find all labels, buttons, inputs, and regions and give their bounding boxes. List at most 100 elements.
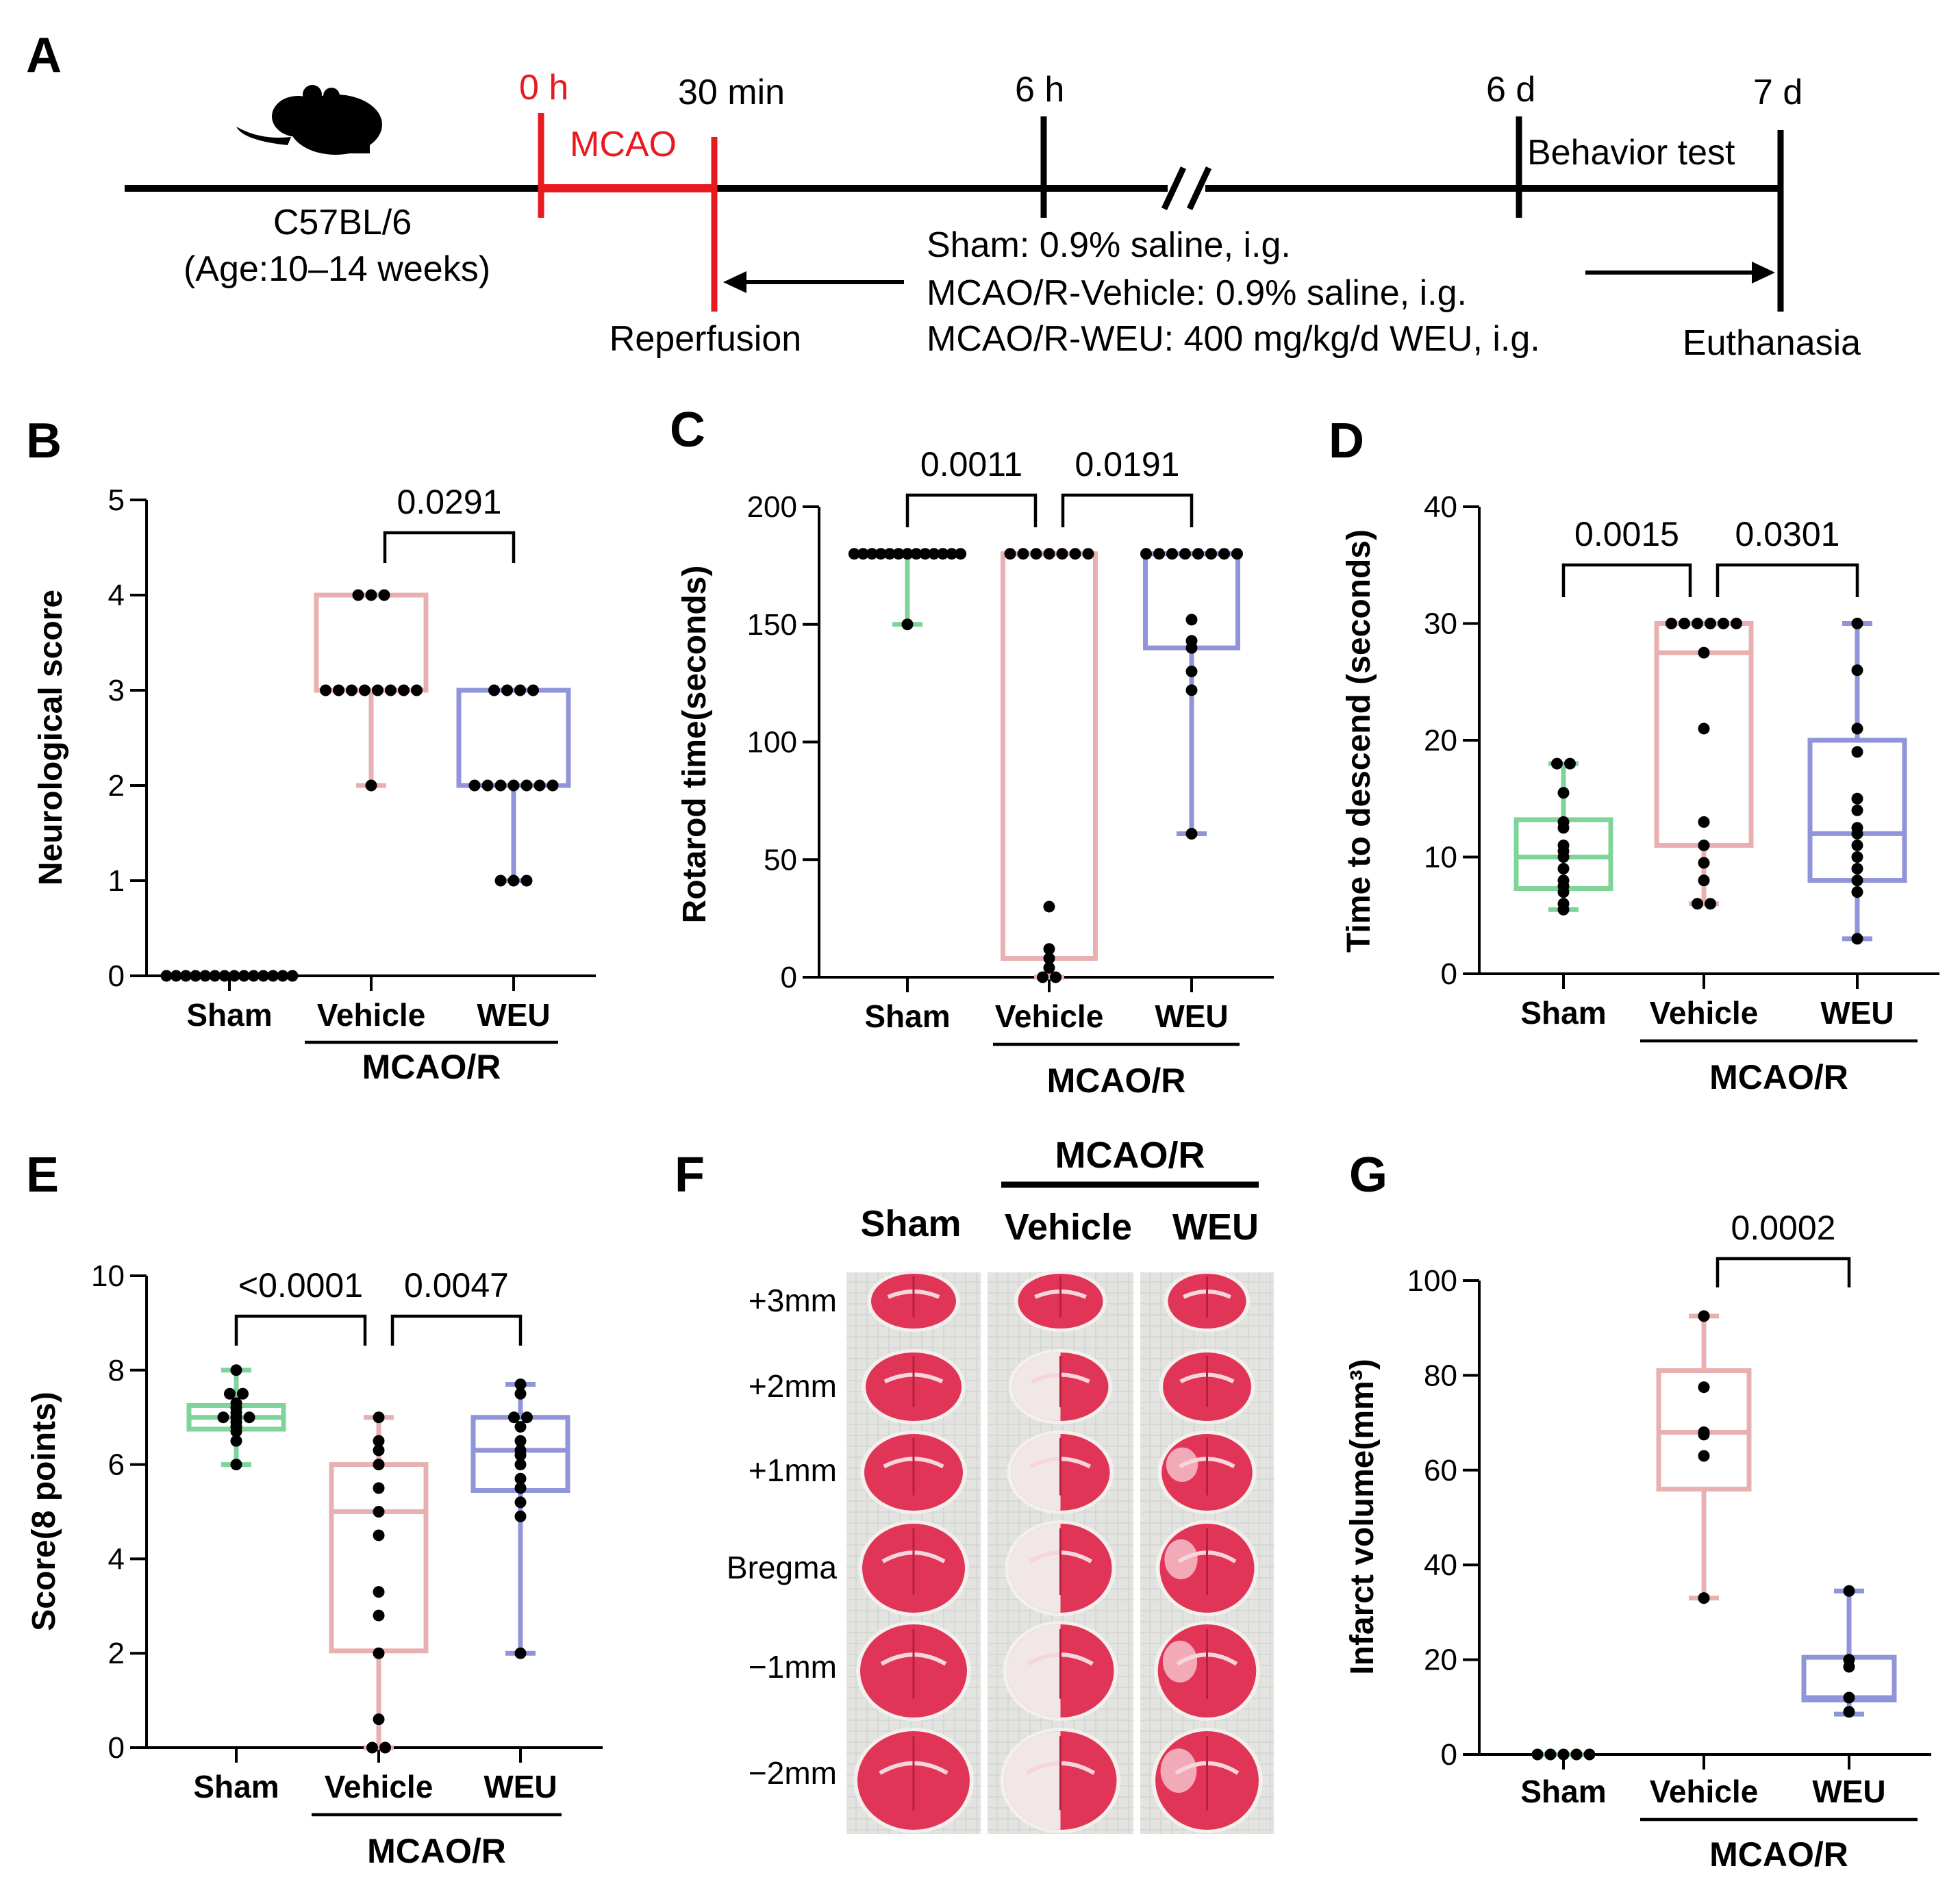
data-point	[199, 970, 212, 982]
data-point	[373, 1411, 385, 1424]
box-vehicle	[1656, 1313, 1752, 1601]
data-point	[1557, 903, 1570, 916]
brain-slice	[1151, 1728, 1263, 1833]
time-6d-label: 6 d	[1486, 70, 1535, 110]
data-point	[1851, 804, 1863, 816]
data-point	[365, 589, 377, 601]
data-point	[857, 548, 869, 560]
y-axis-label: Time to descend (seconds)	[1341, 529, 1377, 953]
data-point	[883, 548, 896, 560]
data-point	[1851, 664, 1863, 677]
data-point	[277, 970, 289, 982]
data-point	[501, 684, 513, 696]
data-point	[333, 684, 344, 696]
data-point	[514, 1647, 527, 1659]
time-0h-label: 0 h	[519, 68, 568, 108]
data-point	[373, 1586, 385, 1598]
time-6h-label: 6 h	[1015, 70, 1064, 110]
data-point	[1843, 1691, 1855, 1704]
group-label: MCAO/R	[362, 1048, 501, 1086]
data-point	[1179, 548, 1191, 560]
brain-slice	[856, 1621, 971, 1721]
data-point	[373, 1529, 385, 1541]
data-point	[1851, 839, 1863, 851]
box-iqr	[1143, 551, 1240, 651]
data-point	[1851, 722, 1863, 735]
ttc-slice-grid	[846, 1270, 1274, 1834]
data-point	[955, 548, 967, 560]
panel-letter-d: D	[1329, 414, 1364, 468]
data-point	[243, 1411, 255, 1424]
panel-letter-e: E	[26, 1148, 59, 1203]
data-point	[1692, 898, 1703, 910]
f-group-label: MCAO/R	[1055, 1135, 1205, 1176]
data-point	[910, 548, 922, 560]
group-label: MCAO/R	[1047, 1061, 1186, 1100]
y-tick-label: 20	[1424, 1644, 1457, 1677]
data-point	[514, 1472, 527, 1485]
y-tick-label: 50	[764, 843, 797, 877]
data-point	[247, 970, 260, 982]
data-point	[508, 1411, 520, 1424]
mcao-label: MCAO	[570, 125, 677, 164]
brain-slice	[1155, 1520, 1259, 1616]
data-point	[468, 779, 481, 792]
data-point	[1030, 548, 1042, 560]
data-point	[1185, 827, 1198, 840]
slice-infarct	[1011, 1434, 1061, 1511]
data-point	[286, 970, 299, 982]
data-point	[1004, 548, 1016, 560]
panel-letter-b: B	[26, 414, 62, 468]
regimen-sham: Sham: 0.9% saline, i.g.	[927, 225, 1291, 265]
data-point	[848, 548, 860, 560]
data-point	[1570, 1748, 1583, 1761]
data-point	[1551, 757, 1563, 770]
data-point	[514, 1459, 527, 1471]
chart-b-neurological-score: 0 1 2 3 4 5 Sham Vehicle WEU MCAO/R Neurological s…	[33, 483, 596, 1086]
y-tick-label: 6	[108, 1448, 125, 1482]
data-point	[1851, 851, 1863, 863]
data-point	[267, 970, 279, 982]
data-point	[1564, 757, 1576, 770]
reperfusion-label: Reperfusion	[610, 319, 801, 359]
data-point	[378, 589, 390, 601]
time-30min-label: 30 min	[678, 73, 785, 112]
data-point	[379, 1741, 391, 1754]
chart-e-score-8-points: 0 2 4 6 8 10 Sham Vehicle WEU MCAO/R Score(8 point…	[26, 1259, 603, 1870]
data-point	[1698, 1592, 1710, 1604]
data-point	[372, 684, 384, 696]
data-point	[365, 779, 377, 792]
behavior-test-label: Behavior test	[1527, 133, 1735, 173]
x-category-label: WEU	[477, 997, 550, 1033]
y-tick-label: 4	[108, 579, 125, 612]
data-point	[514, 1420, 527, 1433]
x-category-label: WEU	[1820, 995, 1894, 1031]
data-point	[866, 548, 878, 560]
y-axis-label: Neurological score	[33, 590, 69, 885]
significance-bracket	[1716, 1257, 1851, 1287]
data-point	[373, 1609, 385, 1622]
data-point	[209, 970, 221, 982]
data-point	[411, 684, 423, 696]
y-tick-label: 40	[1424, 490, 1457, 524]
data-point	[346, 684, 357, 696]
data-point	[228, 970, 240, 982]
p-value-label: 0.0047	[404, 1266, 509, 1305]
data-point	[1698, 839, 1710, 851]
x-category-label: Vehicle	[1650, 995, 1759, 1031]
group-label: MCAO/R	[1709, 1835, 1848, 1874]
data-point	[521, 1411, 533, 1424]
y-tick-label: 4	[108, 1542, 125, 1576]
data-point	[373, 1506, 385, 1518]
brain-slice	[1014, 1270, 1107, 1332]
group-label: MCAO/R	[367, 1832, 506, 1870]
data-point	[527, 684, 539, 696]
data-point	[170, 970, 182, 982]
data-point	[514, 1496, 527, 1509]
data-point	[1557, 1748, 1570, 1761]
data-point	[494, 874, 507, 887]
brain-slice	[1005, 1520, 1116, 1616]
data-point	[1043, 901, 1055, 913]
brain-slice	[1000, 1728, 1121, 1833]
y-tick-label: 2	[108, 769, 125, 803]
